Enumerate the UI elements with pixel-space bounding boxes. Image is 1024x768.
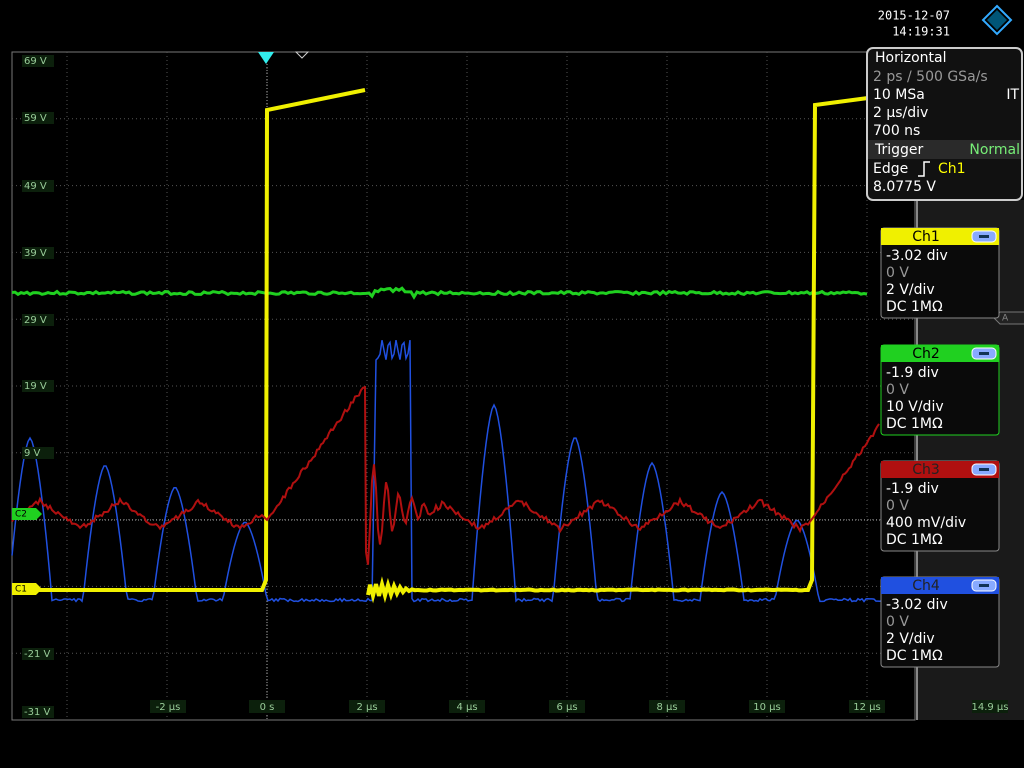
channel-marker <box>12 583 42 595</box>
logo <box>981 4 1013 36</box>
y-label-bg <box>22 706 54 718</box>
channel-header <box>881 461 999 478</box>
y-axis-label: 29 V <box>24 315 47 326</box>
panel-title: Horizontal <box>875 50 946 66</box>
x-axis-label: 2 µs <box>356 702 377 713</box>
trigger-title: Trigger <box>874 142 924 158</box>
axis-labels: 69 V 59 V 49 V 39 V 29 V 19 V 9 V -21 V -31 V -2 … <box>12 55 1024 718</box>
y-axis-label: 9 V <box>24 448 41 459</box>
marker-label: C2 <box>15 510 27 520</box>
waveform <box>12 88 366 592</box>
y-label-bg <box>22 447 54 459</box>
button-icon <box>979 235 989 238</box>
x-axis-label: 4 µs <box>456 702 477 713</box>
channel-name: Ch1 <box>912 229 940 245</box>
date: 2015-12-07 <box>878 9 950 23</box>
y-label-bg <box>22 314 54 326</box>
channel-name: Ch4 <box>912 578 940 594</box>
y-label-bg <box>22 55 54 67</box>
x-label-bg <box>649 700 685 713</box>
waveform <box>11 339 915 603</box>
x-label-bg <box>749 700 785 713</box>
waveform <box>366 96 869 604</box>
record-length: 10 MSa <box>873 87 925 103</box>
x-axis-label: 0 s <box>260 702 275 713</box>
x-label-bg <box>150 700 186 713</box>
y-label-bg <box>22 247 54 259</box>
channel-offset: -1.9 div <box>886 365 939 381</box>
channel-name: Ch3 <box>912 462 940 478</box>
button-icon <box>979 584 989 587</box>
channel-scale: 2 V/div <box>886 631 935 647</box>
reference-marker <box>294 51 310 59</box>
x-label-bg <box>972 700 1008 713</box>
trigger-type: Edge <box>873 161 908 177</box>
x-axis-label: 8 µs <box>656 702 677 713</box>
y-axis-label: -31 V <box>24 707 51 718</box>
channel-position: 0 V <box>886 265 909 281</box>
button-icon <box>979 352 989 355</box>
marker-label: C1 <box>15 585 27 595</box>
waveform <box>11 286 868 300</box>
y-label-bg <box>22 380 54 392</box>
y-label-bg <box>22 648 54 660</box>
channel-coupling: DC 1MΩ <box>886 416 943 432</box>
trigger-mode: Normal <box>969 142 1020 158</box>
channel-offset: -3.02 div <box>886 248 948 264</box>
time-scale: 2 µs/div <box>873 105 928 121</box>
channel-name: Ch2 <box>912 346 940 362</box>
y-label-bg <box>22 112 54 124</box>
x-label-bg <box>249 700 285 713</box>
channel-header <box>881 345 999 362</box>
mode: IT <box>1006 87 1019 103</box>
channel-offset: -1.9 div <box>886 481 939 497</box>
channel-coupling: DC 1MΩ <box>886 532 943 548</box>
y-axis-label: 69 V <box>24 56 47 67</box>
channel-coupling: DC 1MΩ <box>886 648 943 664</box>
y-axis-label: 39 V <box>24 248 47 259</box>
x-axis-label: 12 µs <box>853 702 880 713</box>
y-axis-label: 59 V <box>24 113 47 124</box>
x-axis-label: 6 µs <box>556 702 577 713</box>
x-axis-label: 14.9 µs <box>971 702 1008 713</box>
y-axis-label: -21 V <box>24 649 51 660</box>
y-axis-label: 49 V <box>24 181 47 192</box>
y-label-bg <box>22 180 54 192</box>
channel-header <box>881 228 999 245</box>
y-axis-label: 19 V <box>24 381 47 392</box>
channel-marker <box>12 508 42 520</box>
channel-scale: 2 V/div <box>886 282 935 298</box>
channel-position: 0 V <box>886 614 909 630</box>
x-label-bg <box>849 700 885 713</box>
channel-header <box>881 577 999 594</box>
button-icon <box>979 468 989 471</box>
waveforms <box>11 88 915 604</box>
position: 700 ns <box>873 123 920 139</box>
x-label-bg <box>349 700 385 713</box>
x-axis-label: -2 µs <box>156 702 181 713</box>
channel-position: 0 V <box>886 498 909 514</box>
x-axis-label: 10 µs <box>753 702 780 713</box>
time: 14:19:31 <box>892 25 950 39</box>
horizontal-panel: Horizontal 2 ps / 500 GSa/s 10 MSa IT 2 … <box>866 47 1023 201</box>
channel-scale: 400 mV/div <box>886 515 966 531</box>
channel-offset: -3.02 div <box>886 597 948 613</box>
resolution: 2 ps / 500 GSa/s <box>873 69 988 85</box>
channel-scale: 10 V/div <box>886 399 944 415</box>
channel-position: 0 V <box>886 382 909 398</box>
trigger-position-marker <box>258 52 274 64</box>
marker-label: A <box>1002 314 1009 324</box>
x-label-bg <box>449 700 485 713</box>
trigger-level: 8.0775 V <box>873 179 936 195</box>
trigger-source: Ch1 <box>938 161 966 177</box>
waveform <box>11 385 880 565</box>
channel-coupling: DC 1MΩ <box>886 299 943 315</box>
x-label-bg <box>549 700 585 713</box>
